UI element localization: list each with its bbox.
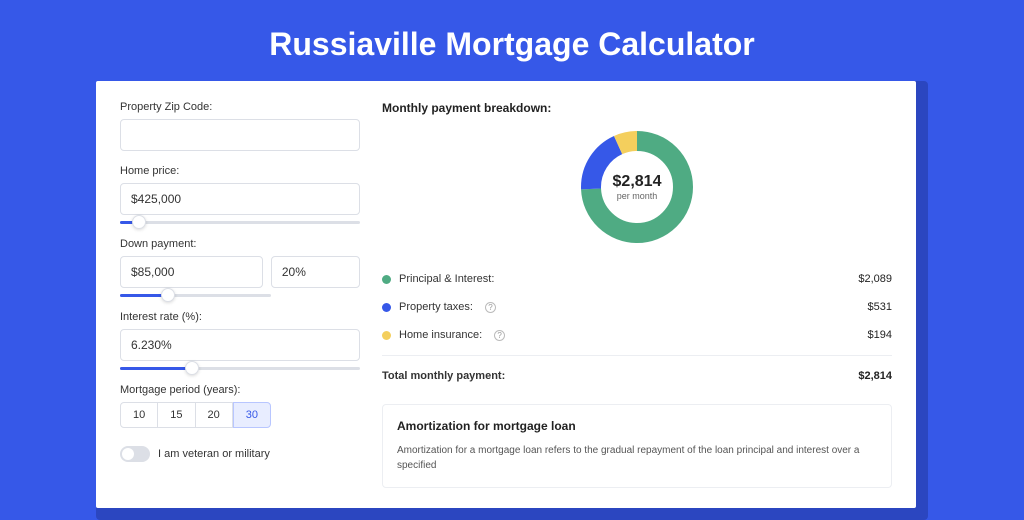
period-field: Mortgage period (years): 10 15 20 30 bbox=[120, 384, 360, 428]
legend-list: Principal & Interest: $2,089 Property taxe… bbox=[382, 265, 892, 349]
veteran-row: I am veteran or military bbox=[120, 446, 360, 462]
legend-total-label: Total monthly payment: bbox=[382, 370, 505, 382]
down-payment-field: Down payment: bbox=[120, 238, 360, 297]
interest-rate-slider[interactable] bbox=[120, 367, 360, 370]
period-btn-20[interactable]: 20 bbox=[196, 402, 233, 428]
interest-rate-label: Interest rate (%): bbox=[120, 311, 360, 323]
legend-dot bbox=[382, 275, 391, 284]
amortization-title: Amortization for mortgage loan bbox=[397, 419, 877, 433]
zip-label: Property Zip Code: bbox=[120, 101, 360, 113]
amortization-box: Amortization for mortgage loan Amortizat… bbox=[382, 404, 892, 488]
legend-row: Home insurance:? $194 bbox=[382, 321, 892, 349]
legend-divider bbox=[382, 355, 892, 356]
donut-center: $2,814 per month bbox=[577, 127, 697, 247]
down-payment-slider-thumb[interactable] bbox=[161, 288, 175, 302]
home-price-label: Home price: bbox=[120, 165, 360, 177]
donut-center-sub: per month bbox=[617, 191, 658, 201]
home-price-field: Home price: bbox=[120, 165, 360, 224]
period-btn-group: 10 15 20 30 bbox=[120, 402, 360, 428]
period-label: Mortgage period (years): bbox=[120, 384, 360, 396]
down-payment-input[interactable] bbox=[120, 256, 263, 288]
legend-dot bbox=[382, 331, 391, 340]
interest-rate-input[interactable] bbox=[120, 329, 360, 361]
amortization-text: Amortization for a mortgage loan refers … bbox=[397, 443, 877, 473]
form-panel: Property Zip Code: Home price: Down paym… bbox=[120, 101, 360, 488]
home-price-input[interactable] bbox=[120, 183, 360, 215]
calculator-card: Property Zip Code: Home price: Down paym… bbox=[96, 81, 916, 508]
legend-label: Home insurance: bbox=[399, 329, 482, 341]
down-payment-slider[interactable] bbox=[120, 294, 271, 297]
zip-field: Property Zip Code: bbox=[120, 101, 360, 151]
zip-input[interactable] bbox=[120, 119, 360, 151]
legend-value: $531 bbox=[868, 301, 892, 313]
period-btn-30[interactable]: 30 bbox=[233, 402, 271, 428]
veteran-toggle[interactable] bbox=[120, 446, 150, 462]
period-btn-10[interactable]: 10 bbox=[120, 402, 158, 428]
veteran-toggle-knob bbox=[122, 448, 134, 460]
veteran-label: I am veteran or military bbox=[158, 448, 270, 460]
interest-rate-slider-fill bbox=[120, 367, 192, 370]
interest-rate-slider-thumb[interactable] bbox=[185, 361, 199, 375]
home-price-slider-thumb[interactable] bbox=[132, 215, 146, 229]
interest-rate-field: Interest rate (%): bbox=[120, 311, 360, 370]
card-shadow: Property Zip Code: Home price: Down paym… bbox=[96, 81, 928, 520]
legend-label: Property taxes: bbox=[399, 301, 473, 313]
breakdown-title: Monthly payment breakdown: bbox=[382, 101, 892, 115]
period-btn-15[interactable]: 15 bbox=[158, 402, 195, 428]
donut-chart: $2,814 per month bbox=[577, 127, 697, 247]
help-icon[interactable]: ? bbox=[485, 302, 496, 313]
help-icon[interactable]: ? bbox=[494, 330, 505, 341]
breakdown-panel: Monthly payment breakdown: $2,814 per mo… bbox=[382, 101, 892, 488]
page-title: Russiaville Mortgage Calculator bbox=[0, 0, 1024, 81]
down-payment-label: Down payment: bbox=[120, 238, 360, 250]
legend-label: Principal & Interest: bbox=[399, 273, 494, 285]
donut-center-value: $2,814 bbox=[613, 173, 662, 191]
legend-value: $194 bbox=[868, 329, 892, 341]
legend-row: Property taxes:? $531 bbox=[382, 293, 892, 321]
legend-total-row: Total monthly payment: $2,814 bbox=[382, 362, 892, 390]
home-price-slider[interactable] bbox=[120, 221, 360, 224]
legend-row: Principal & Interest: $2,089 bbox=[382, 265, 892, 293]
legend-value: $2,089 bbox=[858, 273, 892, 285]
legend-total-value: $2,814 bbox=[858, 370, 892, 382]
down-payment-pct-input[interactable] bbox=[271, 256, 360, 288]
donut-wrap: $2,814 per month bbox=[382, 127, 892, 247]
legend-dot bbox=[382, 303, 391, 312]
